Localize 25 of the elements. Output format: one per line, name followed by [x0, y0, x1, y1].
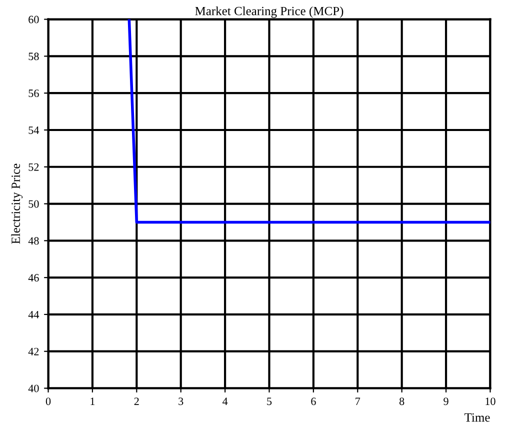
x-tick-label: 7 — [356, 398, 360, 405]
y-tick-label: 60 — [28, 16, 39, 24]
x-tick-label: 4 — [222, 398, 228, 405]
x-tick-label: 5 — [267, 398, 272, 406]
x-tick-label: 8 — [399, 398, 404, 406]
x-axis-title: Time — [464, 413, 490, 422]
x-tick-label: 9 — [444, 398, 448, 406]
y-tick-label: 44 — [28, 311, 40, 318]
x-tick-label: 3 — [178, 398, 184, 406]
y-tick-label: 46 — [28, 274, 39, 282]
x-tick-label: 0 — [46, 398, 51, 406]
x-tick-label: 10 — [486, 398, 496, 406]
y-tick-label: 48 — [28, 237, 39, 245]
y-tick-label: 42 — [28, 348, 39, 356]
x-tick-label: 1 — [90, 398, 95, 405]
x-tick-label: 6 — [311, 398, 316, 406]
y-tick-label: 58 — [28, 52, 39, 60]
chart-title: Market Clearing Price (MCP) — [195, 6, 344, 18]
y-tick-label: 56 — [28, 90, 39, 98]
y-tick-label: 40 — [28, 384, 39, 392]
y-tick-label: 52 — [28, 163, 39, 171]
y-tick-label: 50 — [28, 200, 39, 208]
x-tick-label: 2 — [134, 398, 139, 405]
y-tick-label: 54 — [28, 126, 40, 134]
y-axis-title: Electricity Price — [11, 164, 23, 244]
